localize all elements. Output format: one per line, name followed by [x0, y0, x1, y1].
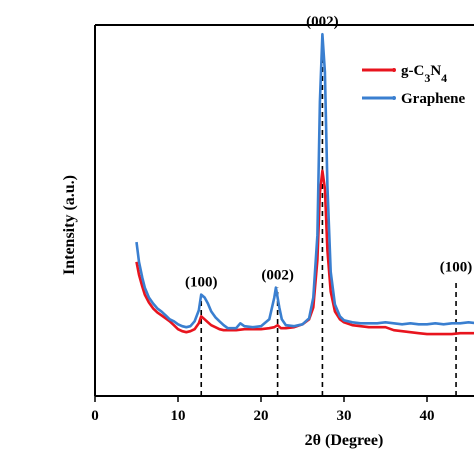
series-line-1	[135, 169, 474, 336]
peak-label: (100)	[185, 275, 218, 291]
series-group	[135, 32, 474, 336]
x-tick-group: 0 10 20 30 40	[91, 396, 435, 424]
legend-label-subscript: 3	[424, 71, 430, 85]
legend-swatch-end	[392, 96, 396, 100]
legend-swatch-end	[392, 68, 396, 72]
legend-label-part: N	[430, 63, 441, 79]
legend-label-part: g-C	[401, 63, 424, 79]
peak-label: (002)	[306, 14, 339, 30]
peak-label: (100)	[440, 260, 473, 276]
legend-label-subscript: 4	[441, 71, 447, 85]
x-tick-label: 40	[420, 408, 435, 424]
x-axis-title: 2θ (Degree)	[305, 432, 384, 449]
x-tick-label: 10	[171, 408, 186, 424]
legend-label-part: Graphene	[401, 91, 466, 107]
peak-annotation-group: (100) (002) (002) (100)	[185, 14, 472, 396]
series-line-2	[135, 32, 474, 330]
x-tick-label: 0	[91, 408, 99, 424]
peak-label: (002)	[261, 268, 294, 284]
plot-area	[94, 24, 474, 397]
x-tick-label: 20	[254, 408, 269, 424]
y-axis-title: Intensity (a.u.)	[61, 175, 78, 275]
x-tick-label: 30	[337, 408, 352, 424]
legend-label: Graphene	[401, 91, 466, 107]
legend-label: g-C3N4	[401, 63, 447, 85]
legend: g-C3N4 Graphene	[362, 63, 466, 107]
